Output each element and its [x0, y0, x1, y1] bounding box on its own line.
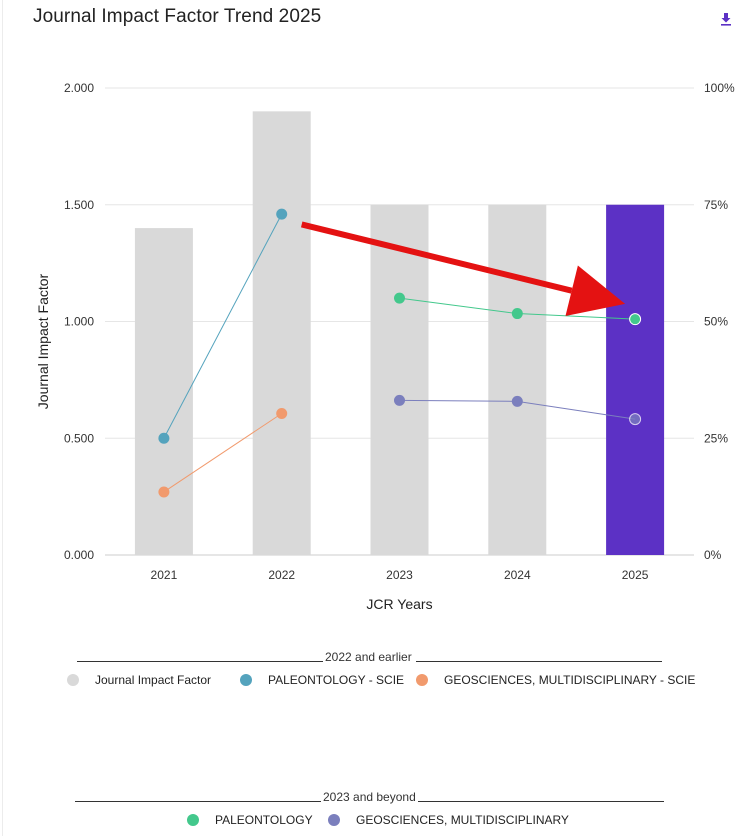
legend-label: Journal Impact Factor: [95, 673, 212, 687]
y2-tick-label: 100%: [704, 81, 735, 95]
legend-rule: [418, 801, 664, 802]
bar: [606, 204, 665, 555]
legend-item-paleontology[interactable]: PALEONTOLOGY: [187, 813, 313, 827]
data-point: [511, 395, 523, 407]
x-tick-label: 2025: [622, 568, 649, 582]
data-point: [629, 313, 642, 326]
x-axis-title: JCR Years: [366, 596, 432, 612]
legend-swatch: [187, 814, 199, 826]
x-tick-label: 2022: [268, 568, 295, 582]
data-point: [158, 486, 170, 498]
y-tick-label: 0.000: [64, 548, 94, 562]
legend-group2-header: 2023 and beyond: [323, 790, 416, 804]
bar: [488, 204, 547, 555]
legend-swatch: [240, 674, 252, 686]
line-series: [158, 208, 642, 498]
y-tick-label: 1.000: [64, 315, 94, 329]
legend-item-geosciences-scie[interactable]: GEOSCIENCES, MULTIDISCIPLINARY - SCIE: [416, 673, 695, 687]
bar: [252, 111, 311, 555]
legend-rule: [77, 661, 323, 662]
y2-tick-label: 0%: [704, 548, 722, 562]
y-tick-label: 1.500: [64, 198, 94, 212]
legend-label: GEOSCIENCES, MULTIDISCIPLINARY: [356, 813, 569, 827]
arrow-shaft: [300, 221, 573, 294]
series-line: [163, 213, 283, 439]
impact-factor-chart: 0.000 0.500 1.000 1.500 2.000 0% 25% 50% 75% 100…: [35, 81, 735, 612]
y2-tick-label: 50%: [704, 315, 728, 329]
data-point: [394, 394, 405, 406]
legend-label: PALEONTOLOGY - SCIE: [268, 673, 405, 687]
legend-item-journal-impact-factor[interactable]: Journal Impact Factor: [67, 673, 211, 687]
legend-rule: [416, 661, 662, 662]
data-point: [276, 407, 288, 419]
y-axis-right: 0% 25% 50% 75% 100%: [704, 81, 735, 562]
trend-arrow: [300, 221, 626, 316]
data-point: [511, 308, 523, 320]
series-line: [163, 413, 282, 493]
page-title: Journal Impact Factor Trend 2025: [33, 6, 322, 27]
legend-label: PALEONTOLOGY: [215, 813, 313, 827]
data-point: [629, 413, 642, 426]
data-point: [394, 292, 405, 304]
x-tick-label: 2021: [151, 568, 178, 582]
y-axis-title: Journal Impact Factor: [35, 273, 51, 409]
bar: [370, 204, 429, 555]
x-tick-label: 2023: [386, 568, 413, 582]
panel-border: [2, 0, 3, 836]
y2-tick-label: 75%: [704, 198, 728, 212]
legend-rule: [75, 801, 321, 802]
y-tick-label: 2.000: [64, 81, 94, 95]
legend-item-paleontology-scie[interactable]: PALEONTOLOGY - SCIE: [240, 673, 404, 687]
x-tick-label: 2024: [504, 568, 531, 582]
bar-series: [134, 111, 665, 555]
y-axis-left: 0.000 0.500 1.000 1.500 2.000: [64, 81, 94, 562]
legend-group1-header: 2022 and earlier: [325, 650, 412, 664]
x-axis: 2021 2022 2023 2024 2025: [151, 568, 649, 582]
legend-swatch: [67, 674, 79, 686]
download-icon[interactable]: [717, 10, 735, 28]
arrow-head: [565, 265, 626, 316]
legend-swatch: [328, 814, 340, 826]
data-point: [158, 432, 170, 444]
legend-item-geosciences[interactable]: GEOSCIENCES, MULTIDISCIPLINARY: [328, 813, 569, 827]
data-point: [276, 208, 288, 220]
bar: [134, 228, 193, 555]
legend-label: GEOSCIENCES, MULTIDISCIPLINARY - SCIE: [444, 673, 696, 687]
y2-tick-label: 25%: [704, 431, 728, 445]
y-tick-label: 0.500: [64, 431, 94, 445]
legend-swatch: [416, 674, 428, 686]
